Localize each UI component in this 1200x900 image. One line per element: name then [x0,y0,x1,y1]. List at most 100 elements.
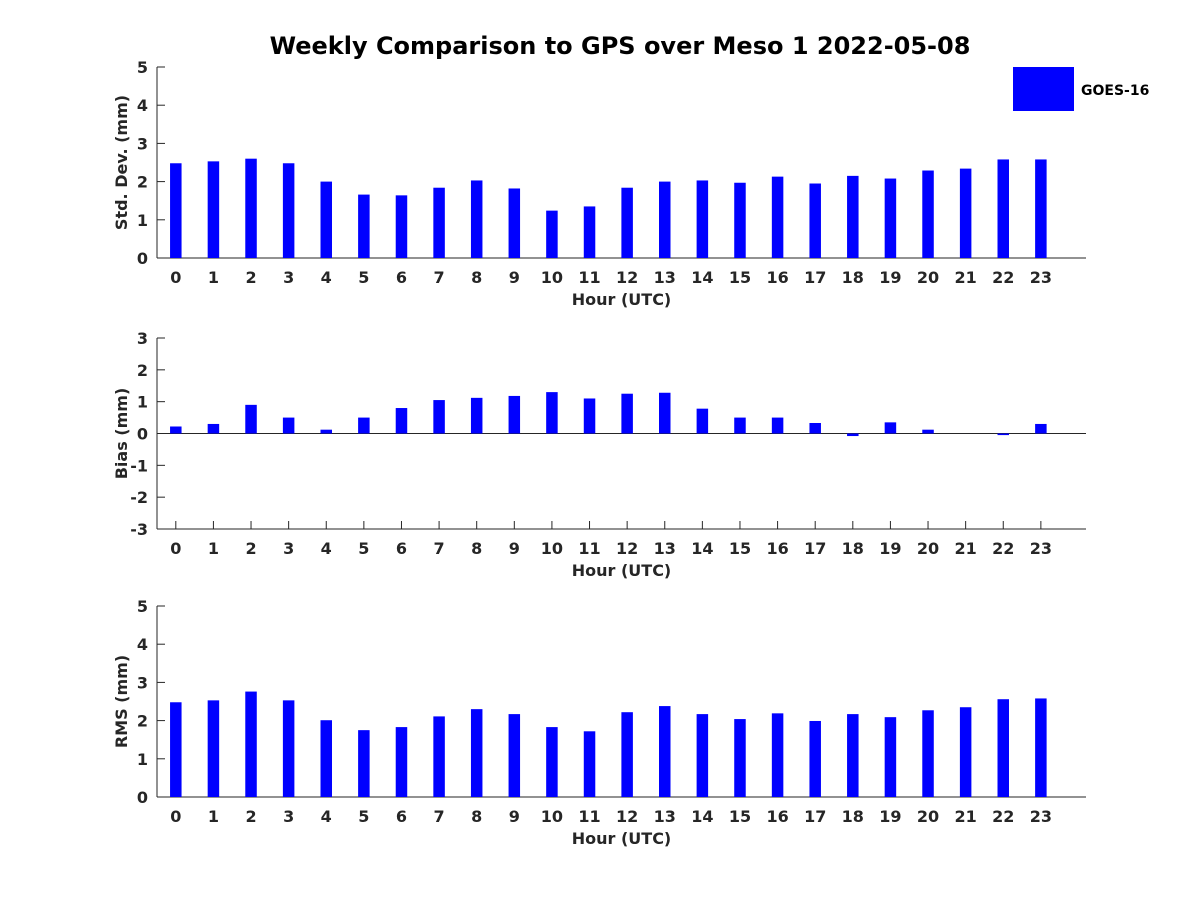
x-tick-label: 5 [358,268,369,287]
y-tick-label: 3 [137,134,148,153]
x-tick-label: 14 [691,807,713,826]
x-tick-label: 18 [842,268,864,287]
x-tick-label: 7 [434,807,445,826]
x-tick-label: 18 [842,539,864,558]
x-tick-label: 11 [578,539,600,558]
x-axis-label: Hour (UTC) [572,290,672,309]
bar [358,730,370,797]
bar [734,719,746,797]
x-tick-label: 19 [879,807,901,826]
bar [470,709,483,797]
bar [282,417,295,434]
x-tick-label: 9 [509,268,520,287]
x-tick-label: 22 [992,268,1014,287]
x-tick-label: 12 [616,268,638,287]
x-tick-label: 0 [170,539,181,558]
bar [470,397,483,434]
y-tick-label: 4 [137,635,148,654]
bar [508,714,521,797]
bar [358,194,370,258]
y-axis-label: Std. Dev. (mm) [112,95,131,230]
bar [433,400,445,434]
y-tick-label: 5 [137,597,148,616]
bar [170,426,182,434]
x-tick-label: 0 [170,268,181,287]
x-tick-label: 23 [1030,539,1052,558]
x-tick-label: 15 [729,807,751,826]
x-axis-label: Hour (UTC) [572,561,672,580]
bar [997,433,1010,436]
legend-label: GOES-16 [1081,83,1149,99]
bar [433,187,445,258]
bar [997,159,1010,258]
x-tick-label: 5 [358,807,369,826]
bar [546,727,558,797]
bar [207,161,220,258]
x-tick-label: 10 [541,268,563,287]
y-tick-label: 1 [137,393,148,412]
x-tick-label: 9 [509,807,520,826]
y-tick-label: 3 [137,329,148,348]
x-tick-label: 2 [245,807,256,826]
x-tick-label: 12 [616,807,638,826]
y-tick-label: 1 [137,750,148,769]
bar [395,408,408,434]
bar [170,163,182,258]
bar [884,178,897,258]
x-tick-label: 20 [917,807,939,826]
bar [508,188,521,258]
x-tick-label: 23 [1030,268,1052,287]
bar [659,706,671,797]
x-tick-label: 19 [879,268,901,287]
bar [809,422,821,434]
x-tick-label: 17 [804,539,826,558]
bar [207,700,220,797]
bar [245,404,257,434]
bar [358,417,370,434]
x-tick-label: 21 [955,539,977,558]
bar [282,163,295,258]
bar [884,422,897,434]
x-tick-label: 5 [358,539,369,558]
chart-title: Weekly Comparison to GPS over Meso 1 202… [270,32,971,60]
x-tick-label: 2 [245,268,256,287]
x-tick-label: 16 [766,539,788,558]
x-tick-label: 14 [691,539,713,558]
y-axis-label: Bias (mm) [112,388,131,480]
bar [320,181,333,258]
x-tick-label: 17 [804,268,826,287]
bar [734,417,746,434]
bar [320,720,333,797]
x-tick-label: 10 [541,807,563,826]
bar [546,210,558,258]
bar [771,417,784,434]
x-tick-label: 22 [992,807,1014,826]
x-tick-label: 9 [509,539,520,558]
x-tick-label: 6 [396,268,407,287]
x-tick-label: 13 [654,807,676,826]
bar [809,720,821,797]
bar [207,423,220,434]
bar [395,727,408,797]
x-tick-label: 1 [208,539,219,558]
x-tick-label: 0 [170,807,181,826]
y-tick-label: -2 [130,488,148,507]
x-tick-label: 18 [842,807,864,826]
x-tick-label: 8 [471,539,482,558]
x-tick-label: 7 [434,268,445,287]
x-tick-label: 2 [245,539,256,558]
bar [583,398,596,434]
bar [847,433,859,437]
x-axis-label: Hour (UTC) [572,829,672,848]
x-tick-label: 1 [208,807,219,826]
y-tick-label: 4 [137,96,148,115]
x-tick-label: 6 [396,807,407,826]
x-tick-label: 11 [578,268,600,287]
bar [245,691,257,797]
x-tick-label: 14 [691,268,713,287]
x-tick-label: 3 [283,539,294,558]
